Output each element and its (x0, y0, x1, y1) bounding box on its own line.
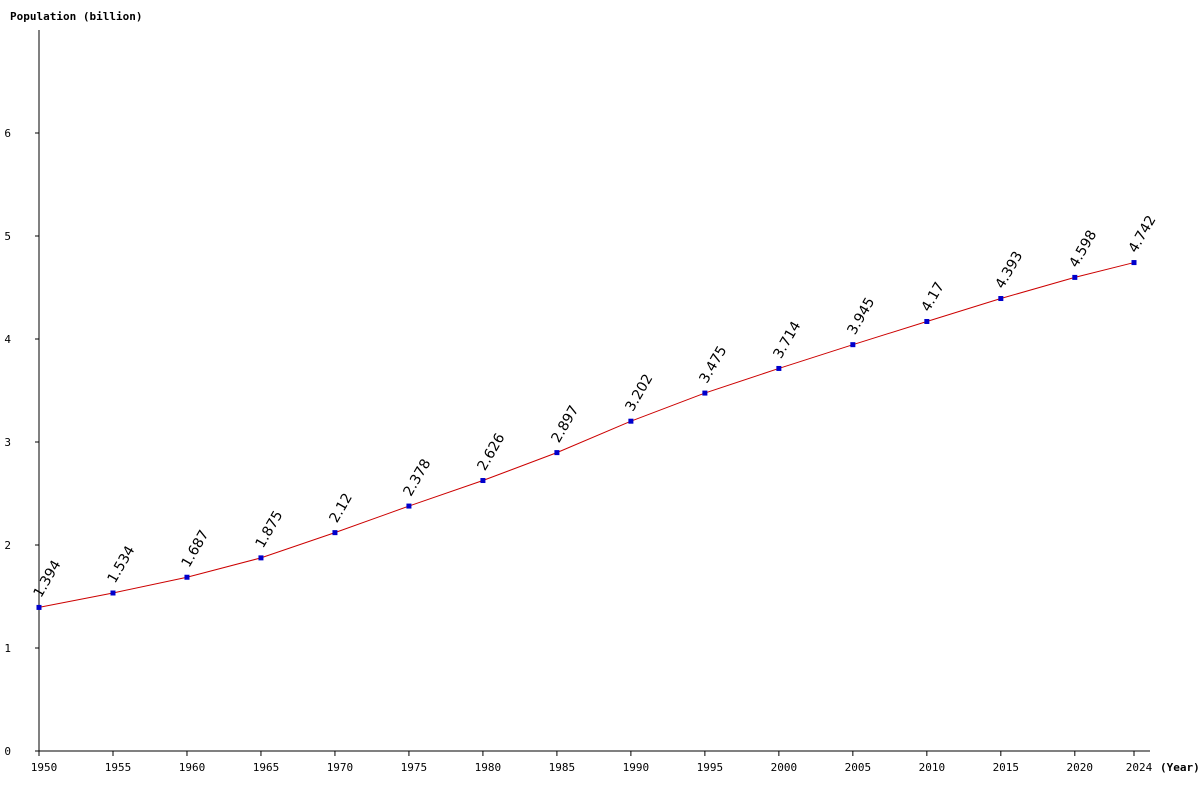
x-tick-label: 2015 (993, 761, 1020, 774)
y-tick-label: 5 (4, 230, 11, 243)
data-label: 1.394 (31, 558, 65, 601)
data-points (36, 260, 1137, 610)
data-label: 2.12 (327, 491, 356, 526)
data-point (776, 365, 782, 371)
data-label: 2.626 (475, 431, 509, 474)
x-tick-label: 1985 (549, 761, 576, 774)
x-tick-label: 1965 (253, 761, 280, 774)
x-axis-title: (Year) (1160, 761, 1200, 774)
x-tick-label: 1950 (31, 761, 58, 774)
y-tick-label: 2 (4, 539, 11, 552)
data-point (850, 342, 856, 348)
data-labels: 1.394 1.534 1.687 1.875 2.12 2.378 2.626 2.897 3… (31, 213, 1160, 601)
x-tick-label: 2005 (845, 761, 872, 774)
data-point (184, 574, 190, 580)
data-point (1072, 274, 1078, 280)
x-tick-label: 1980 (475, 761, 502, 774)
x-tick-label: 2020 (1067, 761, 1094, 774)
x-tick-label: 1970 (327, 761, 354, 774)
data-point (628, 418, 634, 424)
data-label: 1.687 (179, 528, 213, 571)
y-tick-label: 6 (4, 127, 11, 140)
y-tick-label: 1 (4, 642, 11, 655)
y-axis-ticks: 0 1 2 3 4 5 6 (4, 127, 39, 758)
y-tick-label: 4 (4, 333, 11, 346)
x-tick-label: 1955 (105, 761, 132, 774)
x-axis-ticks: 1950 1955 1960 1965 1970 1975 1980 1985 1990 1995… (31, 751, 1153, 774)
data-label: 3.202 (622, 371, 656, 414)
data-point (406, 503, 412, 509)
x-tick-label: 1995 (697, 761, 724, 774)
data-label: 3.945 (844, 295, 878, 338)
x-tick-label: 1960 (179, 761, 206, 774)
data-label: 3.714 (770, 319, 804, 362)
data-point (554, 450, 560, 456)
x-tick-label: 2010 (919, 761, 946, 774)
data-point (258, 555, 264, 561)
data-point (110, 590, 116, 596)
x-tick-label: 2000 (771, 761, 798, 774)
data-point (924, 318, 930, 324)
data-label: 1.534 (105, 543, 139, 586)
data-point (332, 530, 338, 536)
data-label: 4.742 (1126, 213, 1160, 256)
data-label: 2.378 (401, 456, 435, 499)
x-tick-label: 2024 (1126, 761, 1153, 774)
x-tick-label: 1975 (401, 761, 428, 774)
data-label: 4.17 (918, 279, 947, 314)
data-label: 1.875 (253, 508, 287, 551)
data-point (36, 604, 42, 610)
data-label: 3.475 (696, 343, 730, 386)
data-label: 2.897 (549, 403, 583, 446)
data-point (480, 478, 486, 484)
data-point (998, 296, 1004, 302)
y-tick-label: 3 (4, 436, 11, 449)
data-point (1131, 260, 1137, 266)
data-point (702, 390, 708, 396)
y-axis-title: Population (billion) (10, 10, 142, 23)
x-tick-label: 1990 (623, 761, 650, 774)
series-line (38, 262, 1135, 608)
y-tick-label: 0 (4, 745, 11, 758)
data-label: 4.598 (1066, 228, 1100, 271)
data-label: 4.393 (992, 249, 1026, 292)
